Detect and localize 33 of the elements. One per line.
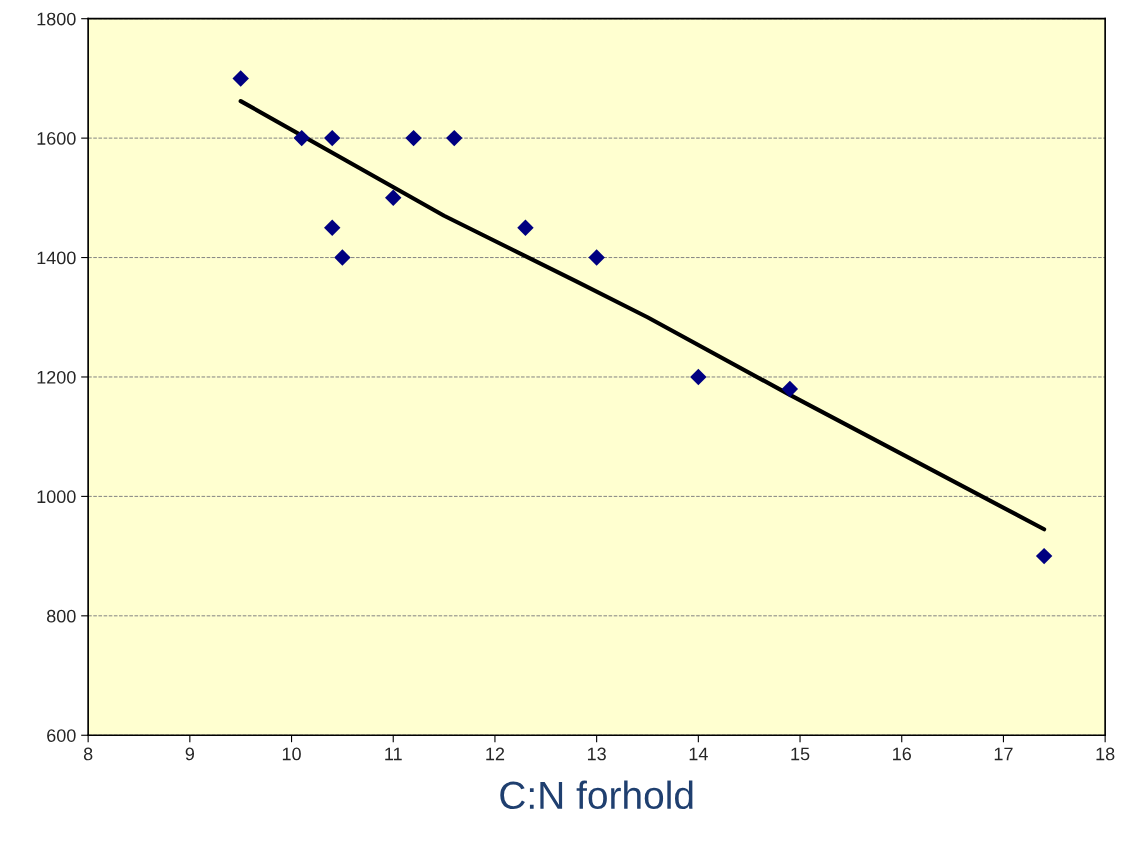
- point: [324, 219, 341, 236]
- point: [232, 70, 249, 87]
- point: [293, 129, 310, 147]
- point: [588, 249, 605, 266]
- point: [324, 129, 341, 147]
- point: [690, 368, 707, 386]
- x-tick-label: 14: [689, 747, 708, 761]
- line-series: [238, 99, 1047, 532]
- x-tick-label: 11: [385, 747, 402, 761]
- y-tick-label: 1600: [37, 132, 76, 145]
- y-tick-label: 1400: [37, 251, 76, 265]
- x-tick-label: 9: [185, 747, 195, 761]
- y-tick-label: 1800: [37, 12, 76, 26]
- x-tick-label: 10: [282, 747, 301, 761]
- point: [781, 380, 799, 398]
- x-tick-label: 8: [83, 747, 93, 761]
- y-tick-label: 1000: [37, 490, 76, 504]
- point: [334, 249, 351, 266]
- x-tick-label: 13: [587, 747, 606, 761]
- y-tick-label: 600: [47, 729, 76, 742]
- x-tick-label: 15: [791, 747, 810, 761]
- point: [517, 219, 534, 236]
- y-tick-label: 1200: [37, 370, 76, 384]
- x-tick-label: 12: [486, 747, 505, 761]
- x-tick-label: 18: [1096, 747, 1115, 761]
- y-tick-label: 800: [47, 609, 76, 623]
- x-tick-label: 17: [994, 747, 1013, 761]
- x-tick-label: 16: [893, 747, 911, 761]
- x-axis-title: C:N forhold: [500, 780, 693, 810]
- point: [1035, 547, 1053, 565]
- point: [405, 129, 422, 147]
- point: [385, 189, 402, 207]
- point: [446, 129, 463, 147]
